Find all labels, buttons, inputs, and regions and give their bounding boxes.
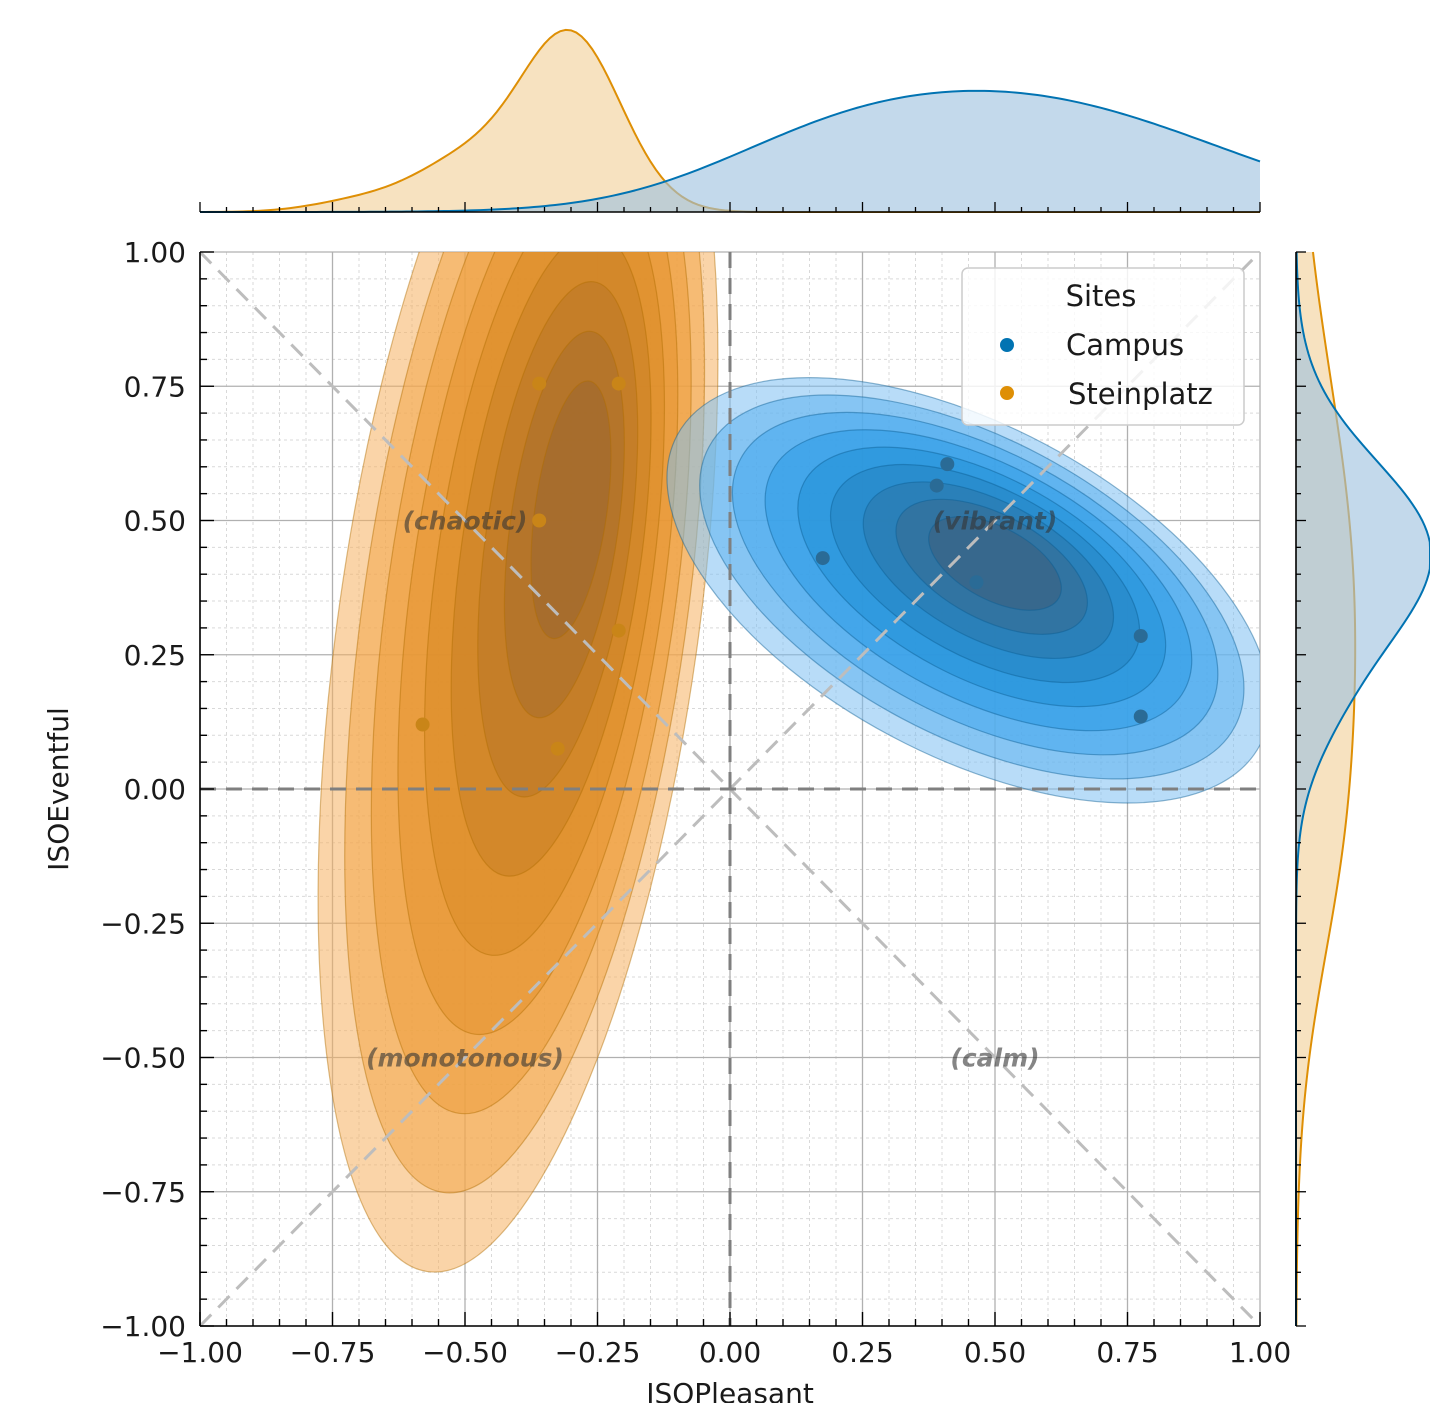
steinplatz-contour-level-9 [530,380,612,640]
legend-label-steinplatz: Steinplatz [1068,377,1213,411]
y-tick-labels: 1.00 0.75 0.50 0.25 0.00 −0.25 −0.50 −0.75 −1.00 [100,236,186,1343]
reference-lines [198,250,1262,1328]
quadrant-label-chaotic: (chaotic) [403,507,528,536]
steinplatz-point [532,513,547,528]
quadrant-label-calm: (calm) [950,1044,1039,1073]
legend-box [961,267,1245,426]
campus-point [1133,628,1148,643]
top-marginal-area [200,90,1260,212]
top-marginal-area [200,29,1260,212]
y-axis-label: ISOEventful [42,707,75,871]
campus-point [940,457,955,472]
y-tick-label: 0.00 [124,773,186,806]
x-tick-label: 1.00 [1229,1336,1291,1369]
legend: Sites Campus Steinplatz [961,267,1245,426]
right-marginal-area [1296,252,1430,1326]
x-tick-label: 0.75 [1096,1336,1158,1369]
steinplatz-point [611,376,626,391]
x-axis-label: ISOPleasant [646,1377,814,1403]
x-tick-label: −0.50 [422,1336,508,1369]
x-tick-labels: −1.00 −0.75 −0.50 −0.25 0.00 0.25 0.50 0.75 1.00 [157,1336,1291,1369]
campus-contour-level-9 [928,516,1062,611]
campus-point [815,551,830,566]
y-tick-label: 0.75 [124,370,186,403]
right-marginal-kde [1295,251,1430,1327]
main-axes [199,251,1261,1327]
campus-point [1133,709,1148,724]
steinplatz-point [611,623,626,638]
x-tick-label: −1.00 [157,1336,243,1369]
x-tick-label: 0.50 [964,1336,1026,1369]
legend-marker-steinplatz [1000,386,1014,400]
y-tick-label: −0.25 [100,907,186,940]
x-tick-label: −0.25 [555,1336,641,1369]
y-tick-label: −1.00 [100,1310,186,1343]
x-tick-label: 0.00 [699,1336,761,1369]
campus-point [969,575,984,590]
y-tick-label: 0.50 [124,505,186,538]
y-tick-label: −0.75 [100,1176,186,1209]
top-marginal-kde [199,28,1261,213]
y-tick-label: 0.25 [124,639,186,672]
campus-point [929,478,944,493]
y-tick-label: −0.50 [100,1042,186,1075]
steinplatz-density-contours [317,252,719,1273]
steinplatz-point [550,741,565,756]
x-tick-label: −0.75 [290,1336,376,1369]
quadrant-label-vibrant: (vibrant) [933,507,1058,536]
x-tick-label: 0.25 [831,1336,893,1369]
steinplatz-point [532,376,547,391]
y-tick-label: 1.00 [124,236,186,269]
data-points [415,376,1148,756]
legend-label-campus: Campus [1066,328,1184,362]
quadrant-label-monotonous: (monotonous) [366,1044,564,1073]
legend-marker-campus [1000,338,1014,352]
quadrant-labels: (chaotic) (vibrant) (monotonous) (calm) [366,507,1057,1073]
steinplatz-point [415,717,430,732]
campus-density-contours [666,377,1260,804]
legend-title: Sites [1066,279,1137,313]
